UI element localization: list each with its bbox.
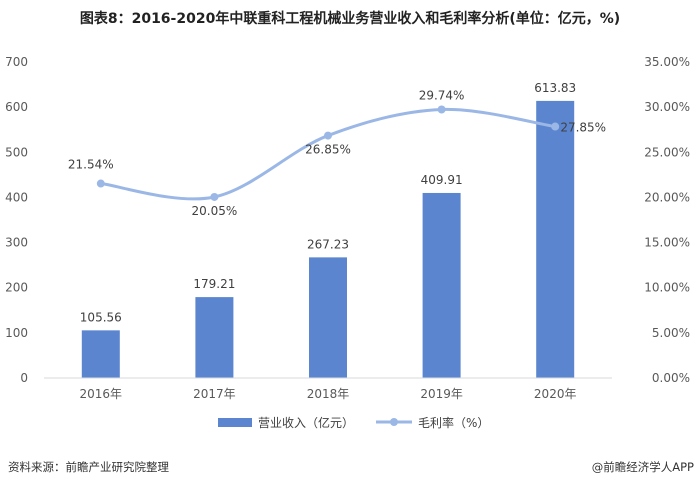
y-right-tick-label: 25.00% [644,145,690,159]
legend-swatch-revenue [218,418,252,427]
bar-revenue [536,100,575,378]
bar-revenue [195,297,234,378]
y-right-tick-label: 30.00% [644,100,690,114]
margin-value-label: 20.05% [192,204,238,218]
y-left-tick-label: 200 [5,281,28,295]
y-left-tick-label: 400 [5,190,28,204]
x-tick-label: 2017年 [193,387,236,401]
y-left-tick-label: 100 [5,326,28,340]
y-right-tick-label: 5.00% [652,326,690,340]
margin-value-label: 29.74% [419,88,465,102]
bar-value-label: 105.56 [80,310,122,324]
margin-value-label: 27.85% [560,121,606,135]
y-right-tick-label: 10.00% [644,281,690,295]
margin-point [96,179,105,188]
x-tick-label: 2020年 [534,387,577,401]
bar-revenue [81,330,120,378]
margin-point [210,192,219,201]
y-left-tick-label: 700 [5,55,28,69]
x-tick-label: 2016年 [80,387,123,401]
y-right-tick-label: 35.00% [644,55,690,69]
y-left-tick-label: 0 [20,371,28,385]
chart-title: 图表8：2016-2020年中联重科工程机械业务营业收入和毛利率分析(单位：亿元… [79,11,621,27]
x-tick-label: 2019年 [420,387,463,401]
margin-point [551,122,560,131]
margin-value-label: 26.85% [305,143,351,157]
y-right-tick-label: 15.00% [644,236,690,250]
legend-label-revenue: 营业收入（亿元） [258,415,354,430]
brand-note: @前瞻经济学人APP [591,460,694,474]
margin-value-label: 21.54% [68,158,114,172]
y-right-tick-label: 0.00% [652,371,690,385]
source-note: 资料来源：前瞻产业研究院整理 [8,460,169,474]
legend-marker-margin [390,418,398,426]
y-right-tick-label: 20.00% [644,190,690,204]
y-left-tick-label: 500 [5,145,28,159]
y-left-tick-label: 300 [5,236,28,250]
bar-revenue [309,257,347,378]
bar-value-label: 267.23 [307,237,349,251]
bar-value-label: 409.91 [421,173,463,187]
legend-label-margin: 毛利率（%） [418,415,489,430]
margin-point [437,105,446,114]
x-tick-label: 2018年 [307,387,350,401]
bar-value-label: 613.83 [534,81,576,95]
y-left-tick-label: 600 [5,100,28,114]
bar-revenue [422,192,461,378]
bar-value-label: 179.21 [193,277,235,291]
margin-point [324,131,332,140]
